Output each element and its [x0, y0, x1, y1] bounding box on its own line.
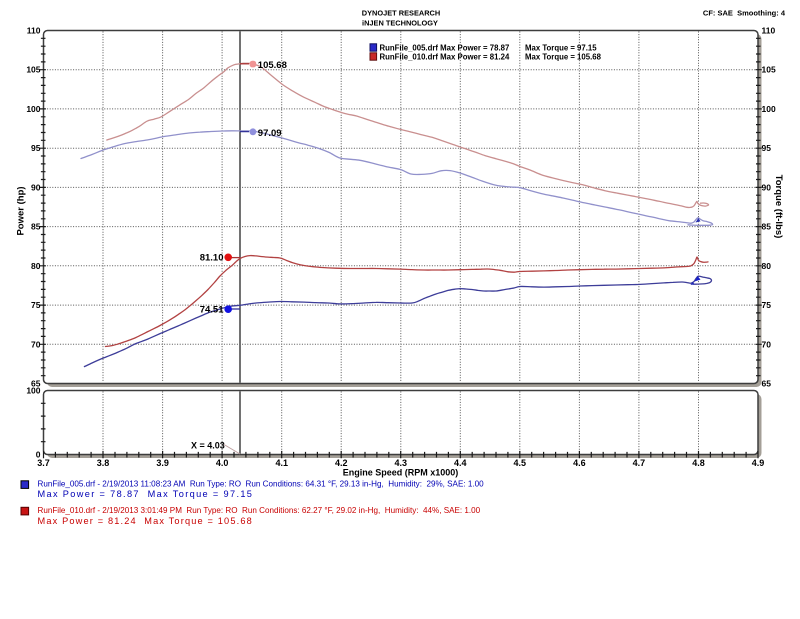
svg-text:4.6: 4.6	[573, 458, 586, 468]
svg-text:110: 110	[27, 26, 41, 36]
svg-text:80: 80	[762, 261, 772, 271]
svg-text:Power (hp): Power (hp)	[16, 186, 27, 235]
svg-text:100: 100	[26, 104, 40, 114]
svg-text:3.9: 3.9	[156, 458, 169, 468]
svg-text:65: 65	[762, 379, 772, 389]
svg-text:110: 110	[762, 26, 776, 36]
svg-text:90: 90	[762, 182, 772, 192]
svg-text:105: 105	[762, 65, 776, 75]
svg-text:80: 80	[31, 261, 41, 271]
svg-text:85: 85	[762, 222, 772, 232]
svg-text:95: 95	[762, 143, 772, 153]
svg-text:RunFile_005.drf Max Power = 78: RunFile_005.drf Max Power = 78.87	[380, 43, 510, 52]
svg-text:75: 75	[762, 300, 772, 310]
svg-text:4.4: 4.4	[454, 458, 467, 468]
svg-text:3.7: 3.7	[37, 458, 50, 468]
svg-text:CF: SAE Smoothing: 4: CF: SAE Smoothing: 4	[703, 9, 786, 18]
svg-text:70: 70	[31, 339, 41, 349]
svg-text:4.7: 4.7	[633, 458, 646, 468]
svg-text:4.3: 4.3	[395, 458, 408, 468]
svg-text:DYNOJET RESEARCH: DYNOJET RESEARCH	[362, 9, 440, 18]
svg-text:105.68: 105.68	[258, 60, 287, 71]
svg-text:X = 4.03: X = 4.03	[191, 441, 225, 451]
svg-text:81.10: 81.10	[200, 253, 224, 264]
svg-text:4.9: 4.9	[752, 458, 765, 468]
svg-text:RunFile_010.drf - 2/19/2013 3:: RunFile_010.drf - 2/19/2013 3:01:49 PM R…	[38, 506, 481, 515]
svg-text:85: 85	[31, 222, 41, 232]
svg-text:0: 0	[36, 450, 41, 460]
svg-text:105: 105	[26, 65, 40, 75]
svg-text:100: 100	[26, 386, 40, 396]
svg-text:95: 95	[31, 143, 41, 153]
svg-text:iNJEN TECHNOLOGY: iNJEN TECHNOLOGY	[362, 19, 438, 28]
svg-text:RunFile_010.drf Max Power = 81: RunFile_010.drf Max Power = 81.24	[380, 52, 510, 61]
svg-text:RunFile_005.drf - 2/19/2013 11: RunFile_005.drf - 2/19/2013 11:08:23 AM …	[38, 479, 485, 488]
svg-text:Torque (ft-lbs): Torque (ft-lbs)	[773, 175, 784, 239]
svg-text:Max Torque = 97.15: Max Torque = 97.15	[525, 43, 597, 52]
svg-text:74.51: 74.51	[200, 305, 224, 316]
svg-text:100: 100	[762, 104, 776, 114]
svg-text:4.0: 4.0	[216, 458, 229, 468]
svg-text:Max Power = 81.24 Max Torque: Max Power = 81.24 Max Torque = 105.68	[38, 516, 253, 526]
svg-text:75: 75	[31, 300, 41, 310]
svg-text:4.5: 4.5	[514, 458, 527, 468]
svg-text:90: 90	[31, 182, 41, 192]
svg-text:Engine Speed (RPM x1000): Engine Speed (RPM x1000)	[343, 468, 459, 478]
svg-text:65: 65	[31, 379, 41, 389]
svg-text:3.8: 3.8	[97, 458, 110, 468]
svg-text:4.8: 4.8	[692, 458, 705, 468]
svg-text:4.1: 4.1	[275, 458, 288, 468]
svg-text:97.09: 97.09	[258, 128, 282, 139]
svg-text:Max Torque = 105.68: Max Torque = 105.68	[525, 52, 602, 61]
svg-text:Max Power = 78.87 Max Torque: Max Power = 78.87 Max Torque = 97.15	[38, 489, 254, 499]
svg-text:4.2: 4.2	[335, 458, 348, 468]
svg-text:70: 70	[762, 339, 772, 349]
